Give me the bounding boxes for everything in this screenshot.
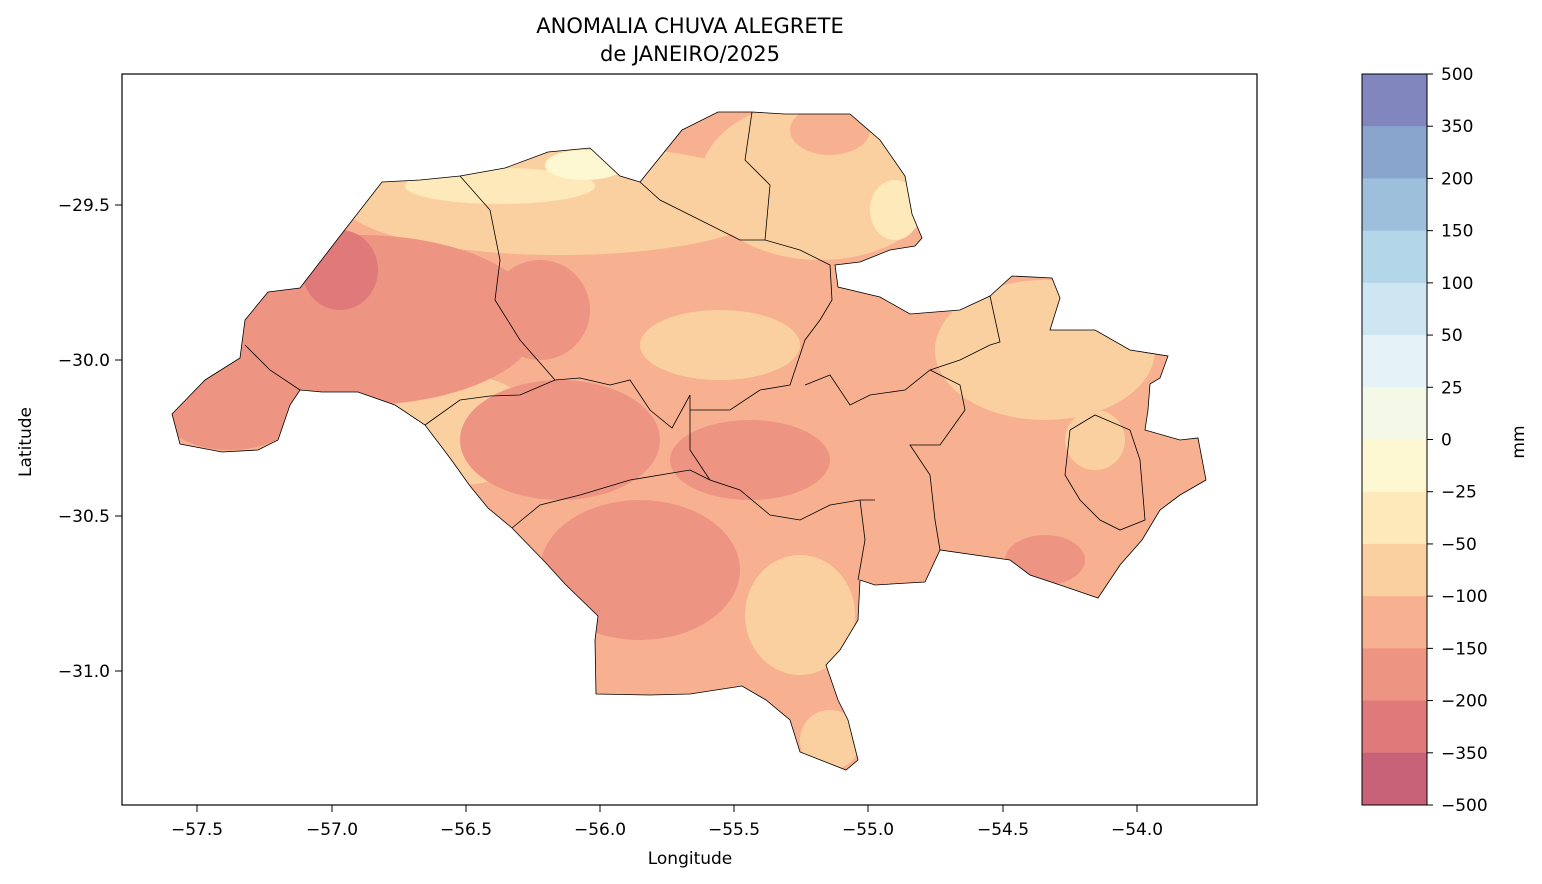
x-tick: −57.0	[306, 805, 358, 840]
zone-south-strong	[540, 500, 740, 640]
colorbar-segment	[1362, 282, 1427, 336]
colorbar-tick-label: 150	[1441, 222, 1473, 242]
border-n-vert	[690, 111, 833, 411]
x-tick: −56.5	[440, 805, 492, 840]
x-tick-label: −56.5	[440, 820, 492, 840]
colorbar-tick-label: 500	[1441, 65, 1473, 85]
colorbar-tick-label: 0	[1441, 431, 1452, 451]
border-nw-a	[459, 175, 556, 381]
x-tick-label: −57.0	[306, 820, 358, 840]
chart-title-line1: ANOMALIA CHUVA ALEGRETE	[536, 14, 843, 38]
zone-center-light	[640, 310, 800, 380]
colorbar-segment	[1362, 178, 1427, 232]
x-tick: −55.5	[708, 805, 760, 840]
colorbar-segment	[1362, 648, 1427, 702]
y-tick-label: −31.0	[58, 662, 110, 682]
colorbar-segment	[1362, 230, 1427, 284]
x-tick: −56.0	[574, 805, 626, 840]
zone-far-east-light	[1065, 410, 1125, 470]
colorbar-segment	[1362, 335, 1427, 388]
colorbar-segment	[1362, 491, 1427, 545]
zone-southtip-light	[800, 710, 860, 770]
border-se	[1064, 414, 1146, 531]
colorbar-segment	[1362, 439, 1427, 493]
colorbar-tick-label: −350	[1441, 744, 1488, 764]
colorbar-tick-label: −200	[1441, 692, 1488, 712]
colorbar-tick-label: −50	[1441, 535, 1477, 555]
y-tick: −30.5	[58, 507, 122, 527]
y-axis: −29.5 −30.0 −30.5 −31.0	[58, 196, 122, 682]
zone-pale-ne	[870, 180, 920, 240]
colorbar: 500 350 200 150 100 50 25 0 −25 −50 −100 −150 −200 −3…	[1361, 65, 1488, 816]
x-axis: −57.5 −57.0 −56.5 −56.0 −55.5 −55.0 −54.…	[171, 805, 1163, 840]
colorbar-tick-label: 50	[1441, 326, 1463, 346]
colorbar-segment	[1362, 387, 1427, 440]
zone-mid-strong	[670, 420, 830, 500]
colorbar-tick-label: 200	[1441, 169, 1473, 189]
colorbar-tick-label: −150	[1441, 639, 1488, 659]
colorbar-tick-label: 100	[1441, 274, 1473, 294]
border-west	[244, 344, 301, 391]
y-tick-label: −29.5	[58, 196, 110, 216]
colorbar-segment	[1362, 700, 1427, 754]
zone-nw-strong2	[490, 260, 590, 360]
colorbar-tick-label: 350	[1441, 117, 1473, 137]
y-tick: −30.0	[58, 351, 122, 371]
x-tick-label: −54.5	[977, 820, 1029, 840]
x-tick: −57.5	[171, 805, 223, 840]
x-tick: −54.0	[1111, 805, 1163, 840]
region-outline	[171, 111, 1207, 771]
region-borders	[171, 111, 1207, 771]
border-center-e	[804, 369, 966, 551]
border-sw	[511, 469, 711, 529]
colorbar-tick-label: 25	[1441, 378, 1463, 398]
colorbar-segment	[1362, 596, 1427, 649]
zone-south-light	[745, 555, 855, 675]
border-mid	[689, 395, 875, 521]
zone-ne-strong	[790, 112, 870, 155]
x-tick-label: −56.0	[574, 820, 626, 840]
colorbar-segment	[1362, 543, 1427, 597]
colorbar-tick-label: −500	[1441, 796, 1488, 816]
y-axis-label: Latitude	[16, 407, 36, 477]
y-tick-label: −30.0	[58, 351, 110, 371]
colorbar-tick-label: −100	[1441, 587, 1488, 607]
border-ne	[639, 181, 765, 241]
chart-title-line2: de JANEIRO/2025	[600, 42, 780, 66]
x-tick-label: −55.5	[708, 820, 760, 840]
x-tick-label: −54.0	[1111, 820, 1163, 840]
y-tick: −29.5	[58, 196, 122, 216]
colorbar-label: mm	[1509, 425, 1529, 458]
colorbar-tick-label: −25	[1441, 483, 1477, 503]
border-center-a	[554, 377, 691, 429]
colorbar-segment	[1362, 752, 1427, 806]
x-tick-label: −57.5	[171, 820, 223, 840]
border-center-b	[424, 379, 556, 426]
x-axis-label: Longitude	[648, 849, 733, 869]
x-tick-label: −55.0	[842, 820, 894, 840]
y-tick: −31.0	[58, 662, 122, 682]
border-e	[929, 295, 1001, 371]
x-tick: −54.5	[977, 805, 1029, 840]
x-tick: −55.0	[842, 805, 894, 840]
colorbar-segment	[1362, 126, 1427, 179]
border-s	[857, 499, 866, 581]
zone-center-strong	[460, 380, 660, 500]
colorbar-segment	[1362, 74, 1427, 127]
y-tick-label: −30.5	[58, 507, 110, 527]
